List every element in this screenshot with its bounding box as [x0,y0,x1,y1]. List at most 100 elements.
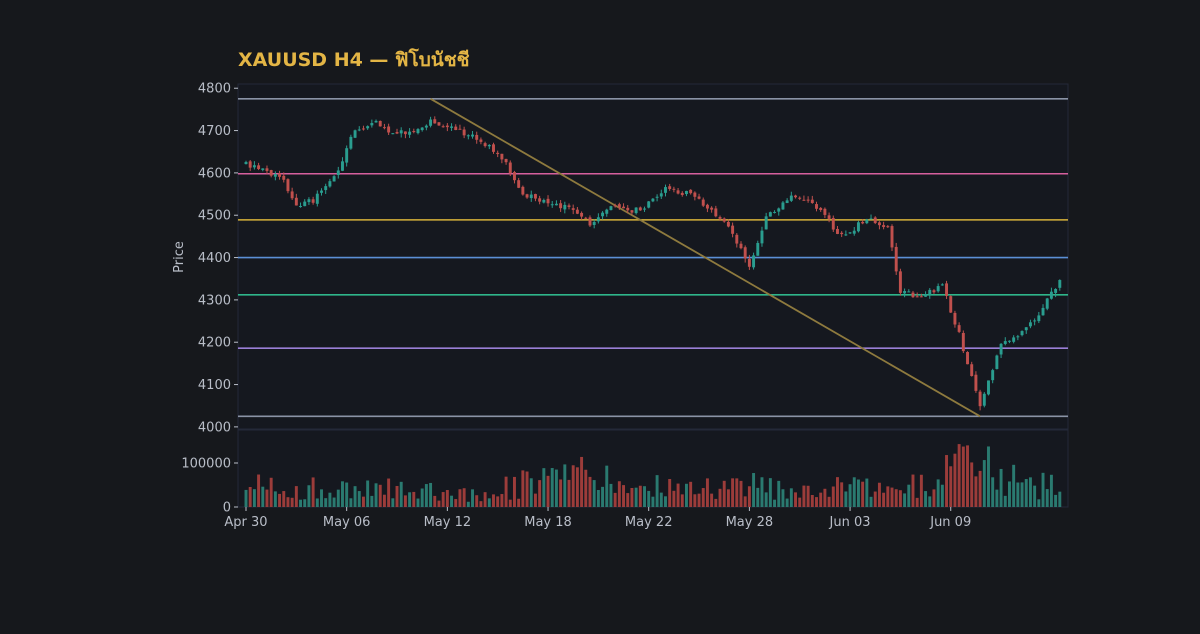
candle-body [1016,336,1020,338]
candle-body [320,190,323,193]
y-tick-label: 4500 [198,209,231,224]
y-tick-label: 4300 [198,293,231,308]
volume-bar [974,476,978,507]
x-tick-label: Apr 30 [224,515,267,530]
volume-bar [487,498,491,507]
x-tick-label: May 06 [323,515,371,530]
volume-bar [1024,479,1028,507]
candle-body [492,144,495,152]
candle-body [1007,340,1011,342]
candle-body [684,190,688,195]
candle-body [936,286,940,292]
x-tick-label: Jun 09 [929,515,971,530]
candle-body [265,168,269,171]
volume-bar [244,489,248,507]
x-tick-label: May 28 [726,515,774,530]
candle-body [907,291,911,293]
candle-body [282,175,286,180]
volume-bar [940,484,944,507]
candle-body [508,162,512,174]
candle-body [991,370,995,381]
volume-bar [357,491,361,507]
volume-bar [387,478,391,507]
volume-bar [672,490,676,507]
volume-bar [252,489,256,507]
candle-body [332,176,336,182]
candle-body [659,193,663,197]
candle-body [819,207,823,210]
volume-bar [315,498,319,507]
volume-bar [802,485,806,507]
volume-bar [869,496,873,507]
candle-body [403,131,407,135]
candle-body [445,125,449,128]
volume-bar [286,497,290,507]
volume-bar [752,473,756,507]
volume-bar [722,480,726,507]
candle-body [357,129,361,131]
x-tick-label: May 12 [424,515,472,530]
candle-body [689,189,693,194]
y-tick-label: 4200 [198,336,231,351]
candle-body [840,232,844,235]
candle-body [622,206,626,209]
volume-bar [970,462,974,507]
candle-body [815,204,818,209]
candle-body [848,232,852,234]
volume-bar [911,474,915,507]
candle-body [588,217,592,226]
candle-body [517,180,521,188]
candle-body [915,296,919,298]
candle-body [873,217,877,224]
candle-body [940,284,944,286]
volume-bar [361,496,365,507]
candle-body [617,204,621,208]
volume-bar [353,486,357,507]
volume-bar [794,492,797,507]
volume-bar [580,456,584,507]
candle-body [680,192,684,196]
candle-body [924,294,928,297]
candle-body [726,221,730,227]
volume-bar [416,498,420,507]
candle-body [668,186,672,190]
candle-body [584,217,588,219]
volume-bar [995,489,999,507]
volume-bar [324,498,328,507]
volume-bar [567,479,571,507]
volume-bar [454,499,458,507]
candle-body [538,198,542,202]
volume-bar [978,470,982,507]
volume-bar [282,491,286,507]
candle-body [504,158,508,163]
volume-bar [781,489,785,507]
candle-body [345,148,349,163]
candle-body [836,228,839,234]
volume-bar [341,481,344,507]
volume-bar [919,474,923,507]
volume-bar [659,492,663,507]
volume-bar [777,480,781,507]
candle-body [919,296,923,298]
volume-bar [714,498,718,507]
volume-bar [676,483,680,507]
candle-body [500,153,504,160]
volume-bar [299,499,303,507]
y-tick-label: 4400 [198,251,231,266]
y-tick-label: 4800 [198,82,231,97]
candle-body [676,190,680,194]
volume-bar [571,465,575,507]
candle-body [353,130,357,138]
candle-body [794,195,797,198]
y-tick-label: 4600 [198,166,231,181]
volume-bar [1037,499,1041,507]
candle-body [781,202,785,210]
volume-bar [798,497,802,507]
candle-body [718,217,722,219]
volume-bar [1045,489,1049,507]
candle-body [420,127,424,131]
volume-bar [382,494,386,507]
candle-body [299,206,303,208]
volume-bar [513,476,516,507]
volume-bar [1033,485,1037,507]
